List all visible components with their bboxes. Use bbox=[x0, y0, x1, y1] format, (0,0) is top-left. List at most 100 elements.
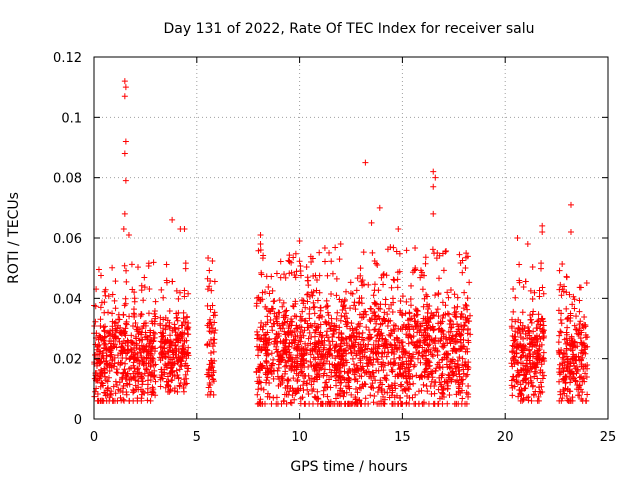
data-point-marker bbox=[455, 379, 462, 386]
data-point-marker bbox=[263, 352, 270, 359]
data-point-marker bbox=[373, 260, 380, 267]
data-point-marker bbox=[270, 375, 277, 382]
data-point-marker bbox=[347, 400, 354, 407]
data-point-marker bbox=[97, 373, 104, 380]
data-point-marker bbox=[584, 391, 591, 398]
data-point-marker bbox=[141, 370, 148, 377]
data-point-marker bbox=[313, 287, 320, 294]
data-point-marker bbox=[354, 389, 361, 396]
data-point-marker bbox=[260, 323, 267, 330]
data-point-marker bbox=[453, 308, 460, 315]
data-point-marker bbox=[315, 344, 322, 351]
data-point-marker bbox=[566, 291, 573, 298]
data-point-marker bbox=[101, 327, 108, 334]
data-point-marker bbox=[357, 265, 364, 272]
data-point-marker bbox=[423, 382, 430, 389]
data-point-marker bbox=[451, 291, 458, 298]
data-point-marker bbox=[292, 333, 299, 340]
data-point-marker bbox=[204, 322, 211, 329]
data-point-marker bbox=[133, 386, 140, 393]
data-point-marker bbox=[316, 338, 323, 345]
data-point-marker bbox=[536, 346, 543, 353]
data-point-marker bbox=[350, 341, 357, 348]
data-point-marker bbox=[314, 350, 321, 357]
data-point-marker bbox=[128, 261, 135, 268]
data-point-marker bbox=[319, 332, 326, 339]
data-point-marker bbox=[566, 366, 573, 373]
data-point-marker bbox=[566, 373, 573, 380]
data-point-marker bbox=[538, 260, 545, 267]
data-point-marker bbox=[539, 356, 546, 363]
data-point-marker bbox=[336, 256, 343, 263]
data-point-marker bbox=[431, 390, 438, 397]
data-point-marker bbox=[314, 388, 321, 395]
data-point-marker bbox=[556, 286, 563, 293]
data-point-marker bbox=[381, 317, 388, 324]
data-point-marker bbox=[457, 339, 464, 346]
data-point-marker bbox=[147, 362, 154, 369]
data-point-marker bbox=[278, 357, 285, 364]
data-point-marker bbox=[282, 308, 289, 315]
data-point-marker bbox=[371, 393, 378, 400]
data-point-marker bbox=[288, 400, 295, 407]
data-point-marker bbox=[206, 283, 213, 290]
data-point-marker bbox=[113, 381, 120, 388]
data-point-marker bbox=[387, 327, 394, 334]
data-point-marker bbox=[316, 249, 323, 256]
data-point-marker bbox=[309, 292, 316, 299]
data-point-marker bbox=[279, 303, 286, 310]
data-point-marker bbox=[464, 315, 471, 322]
data-point-marker bbox=[136, 346, 143, 353]
data-point-marker bbox=[445, 351, 452, 358]
data-point-marker bbox=[107, 352, 114, 359]
data-point-marker bbox=[405, 321, 412, 328]
data-point-marker bbox=[519, 360, 526, 367]
data-point-marker bbox=[129, 339, 136, 346]
data-point-marker bbox=[519, 322, 526, 329]
data-point-marker bbox=[104, 378, 111, 385]
data-point-marker bbox=[387, 332, 394, 339]
data-point-marker bbox=[348, 338, 355, 345]
data-point-marker bbox=[528, 319, 535, 326]
data-point-marker bbox=[388, 400, 395, 407]
data-point-marker bbox=[164, 336, 171, 343]
data-point-marker bbox=[163, 277, 170, 284]
data-point-marker bbox=[117, 361, 124, 368]
data-point-marker bbox=[137, 349, 144, 356]
data-point-marker bbox=[397, 309, 404, 316]
data-point-marker bbox=[254, 343, 261, 350]
data-point-marker bbox=[276, 352, 283, 359]
data-point-marker bbox=[142, 344, 149, 351]
data-point-marker bbox=[164, 373, 171, 380]
data-point-marker bbox=[333, 382, 340, 389]
data-point-marker bbox=[112, 341, 119, 348]
data-point-marker bbox=[576, 321, 583, 328]
data-point-marker bbox=[569, 355, 576, 362]
data-point-marker bbox=[510, 373, 517, 380]
data-point-marker bbox=[534, 397, 541, 404]
data-point-marker bbox=[399, 339, 406, 346]
data-point-marker bbox=[281, 319, 288, 326]
data-point-marker bbox=[168, 369, 175, 376]
data-point-marker bbox=[208, 337, 215, 344]
data-point-marker bbox=[329, 270, 336, 277]
data-point-marker bbox=[540, 330, 547, 337]
data-point-marker bbox=[138, 374, 145, 381]
data-point-marker bbox=[456, 354, 463, 361]
data-point-marker bbox=[440, 267, 447, 274]
data-point-marker bbox=[448, 357, 455, 364]
data-point-marker bbox=[180, 315, 187, 322]
data-point-marker bbox=[134, 350, 141, 357]
data-point-marker bbox=[350, 302, 357, 309]
data-point-marker bbox=[311, 366, 318, 373]
data-point-marker bbox=[538, 315, 545, 322]
data-point-marker bbox=[517, 334, 524, 341]
data-point-marker bbox=[318, 334, 325, 341]
data-point-marker bbox=[420, 348, 427, 355]
data-point-marker bbox=[450, 372, 457, 379]
data-point-marker bbox=[181, 330, 188, 337]
data-point-marker bbox=[529, 311, 536, 318]
data-point-marker bbox=[310, 304, 317, 311]
data-point-marker bbox=[120, 312, 127, 319]
data-point-marker bbox=[177, 361, 184, 368]
